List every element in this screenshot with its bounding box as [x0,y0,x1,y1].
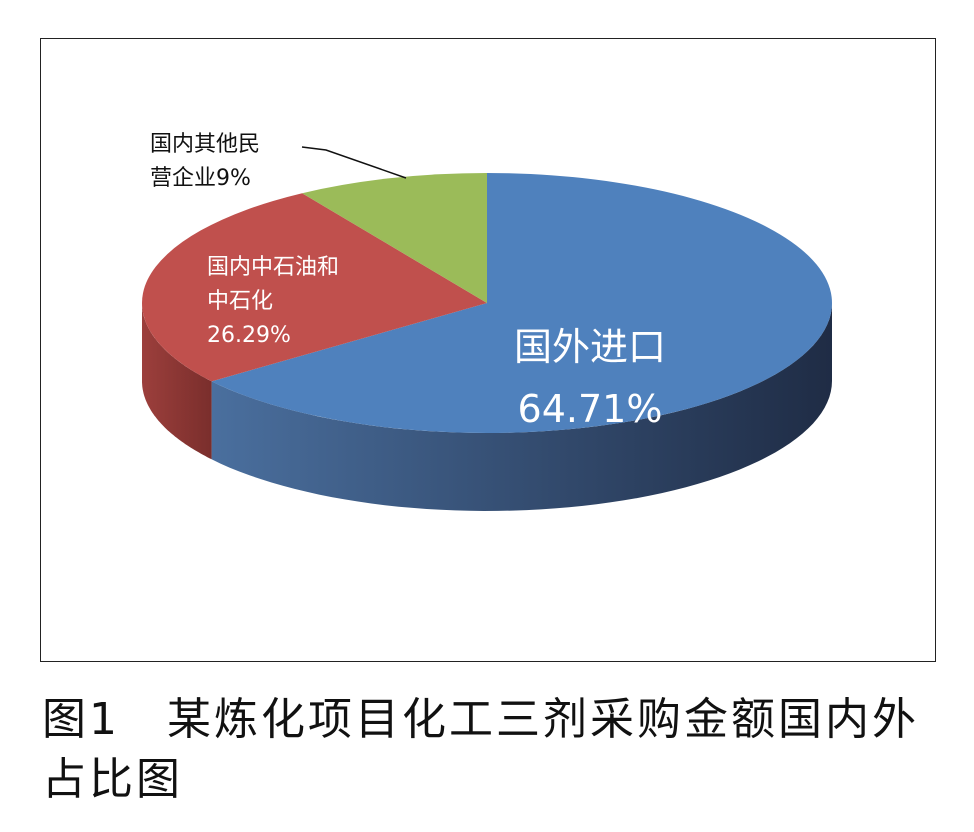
leader-line [301,146,407,179]
slice-value-label: 9% [216,166,251,191]
slice-value-label: 26.29% [207,323,291,348]
slice-label: 国内中石油和中石化 26.29% [207,251,347,353]
slice-label: 国内其他民营企业9% [150,128,265,196]
slice-side [142,303,212,460]
slice-label: 国外进口 64.71% [470,316,710,440]
pie-tops [141,173,833,433]
slice-name: 国外进口 [513,325,666,369]
pie-sides [142,303,833,511]
slice-name: 国内其他民营企业 [150,132,261,191]
slice [211,173,833,433]
slice-value-label: 64.71% [517,387,663,431]
chart [40,38,936,662]
slice [141,193,487,382]
slice-name: 国内中石油和中石化 [207,255,340,314]
slice [302,173,487,303]
caption: 图1 某炼化项目化工三剂采购金额国内外占比图 [42,694,919,805]
slice-side [211,303,833,511]
